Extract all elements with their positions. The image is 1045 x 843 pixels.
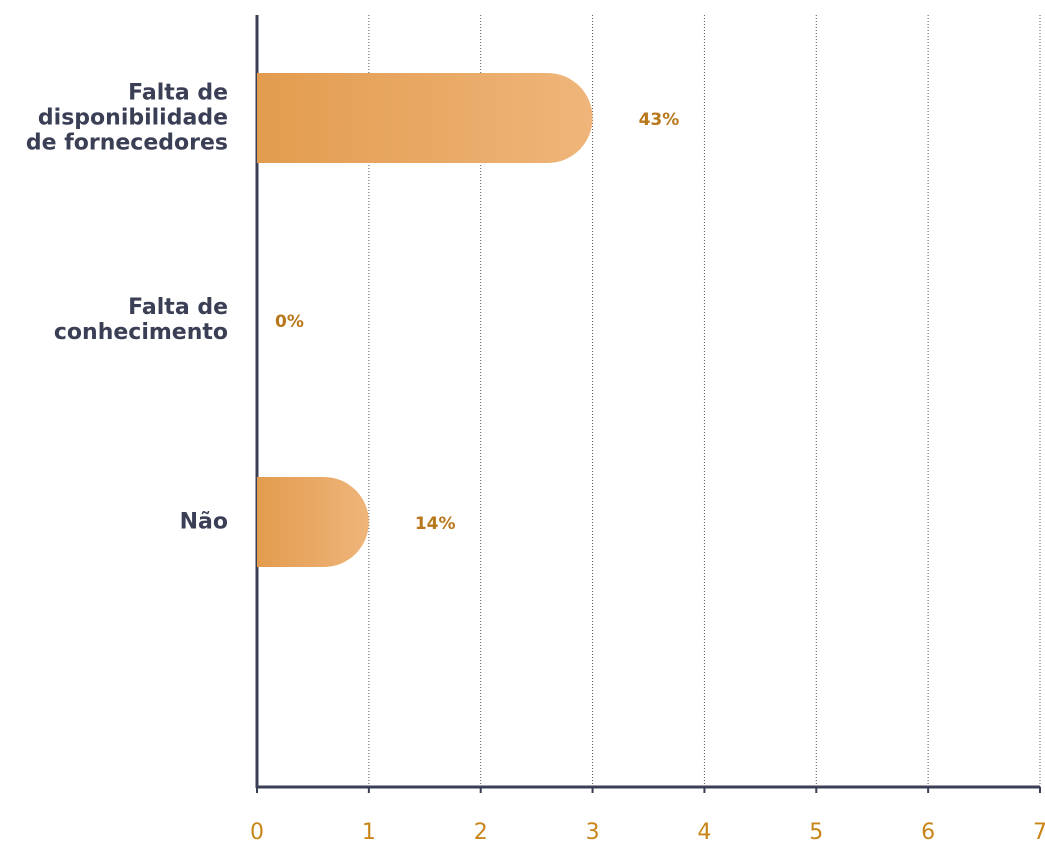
x-tick-label: 4	[697, 820, 711, 843]
bar	[257, 73, 593, 163]
value-label: 0%	[275, 312, 304, 332]
category-label: Falta de conhecimento	[53, 295, 228, 345]
bar	[257, 477, 369, 567]
category-label: Não	[179, 509, 228, 535]
x-tick-label: 2	[474, 820, 488, 843]
x-tick-label: 6	[921, 820, 935, 843]
x-tick-label: 3	[586, 820, 600, 843]
value-label: 14%	[415, 514, 456, 534]
category-label: Falta de disponibilidade de fornecedores	[25, 80, 228, 156]
x-tick-label: 1	[362, 820, 376, 843]
x-tick-label: 0	[250, 820, 264, 843]
x-tick-label: 7	[1033, 820, 1045, 843]
x-tick-label: 5	[809, 820, 823, 843]
value-label: 43%	[639, 110, 680, 130]
